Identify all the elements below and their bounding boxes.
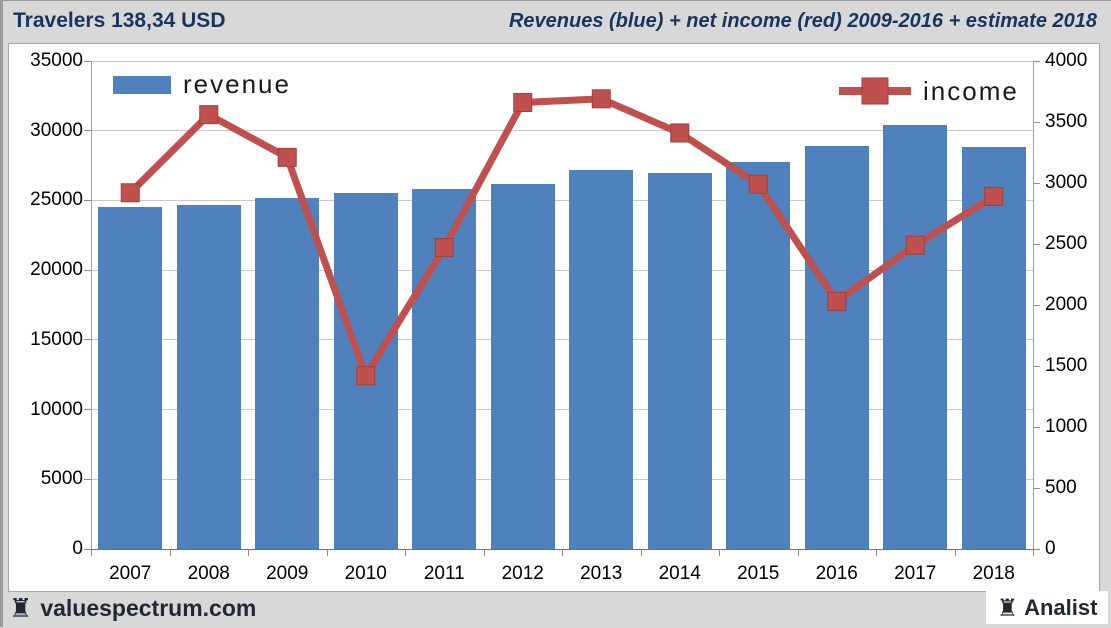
analist-label: Analist [1024, 594, 1098, 620]
chart-subtitle: Revenues (blue) + net income (red) 2009-… [508, 10, 1097, 32]
rook-icon: ♜ [996, 593, 1019, 622]
site-name: valuespectrum.com [40, 595, 257, 621]
revenue-swatch-icon [113, 75, 171, 94]
header-bar: Travelers 138,34 USD Revenues (blue) + n… [3, 1, 1111, 43]
income-line-marker-icon [839, 77, 911, 105]
legend-revenue: revenue [113, 69, 291, 100]
stock-title: Travelers 138,34 USD [13, 9, 226, 32]
legend-income: income [839, 73, 1019, 109]
footer-bar: ♜ valuespectrum.com ♜ Analist [3, 591, 1111, 628]
site-branding: ♜ valuespectrum.com [9, 595, 256, 622]
chart-plot-background [8, 43, 1100, 592]
analist-badge: ♜ Analist [986, 591, 1108, 624]
legend-revenue-label: revenue [183, 69, 291, 99]
rook-icon: ♜ [9, 593, 33, 624]
legend-income-label: income [923, 75, 1019, 106]
